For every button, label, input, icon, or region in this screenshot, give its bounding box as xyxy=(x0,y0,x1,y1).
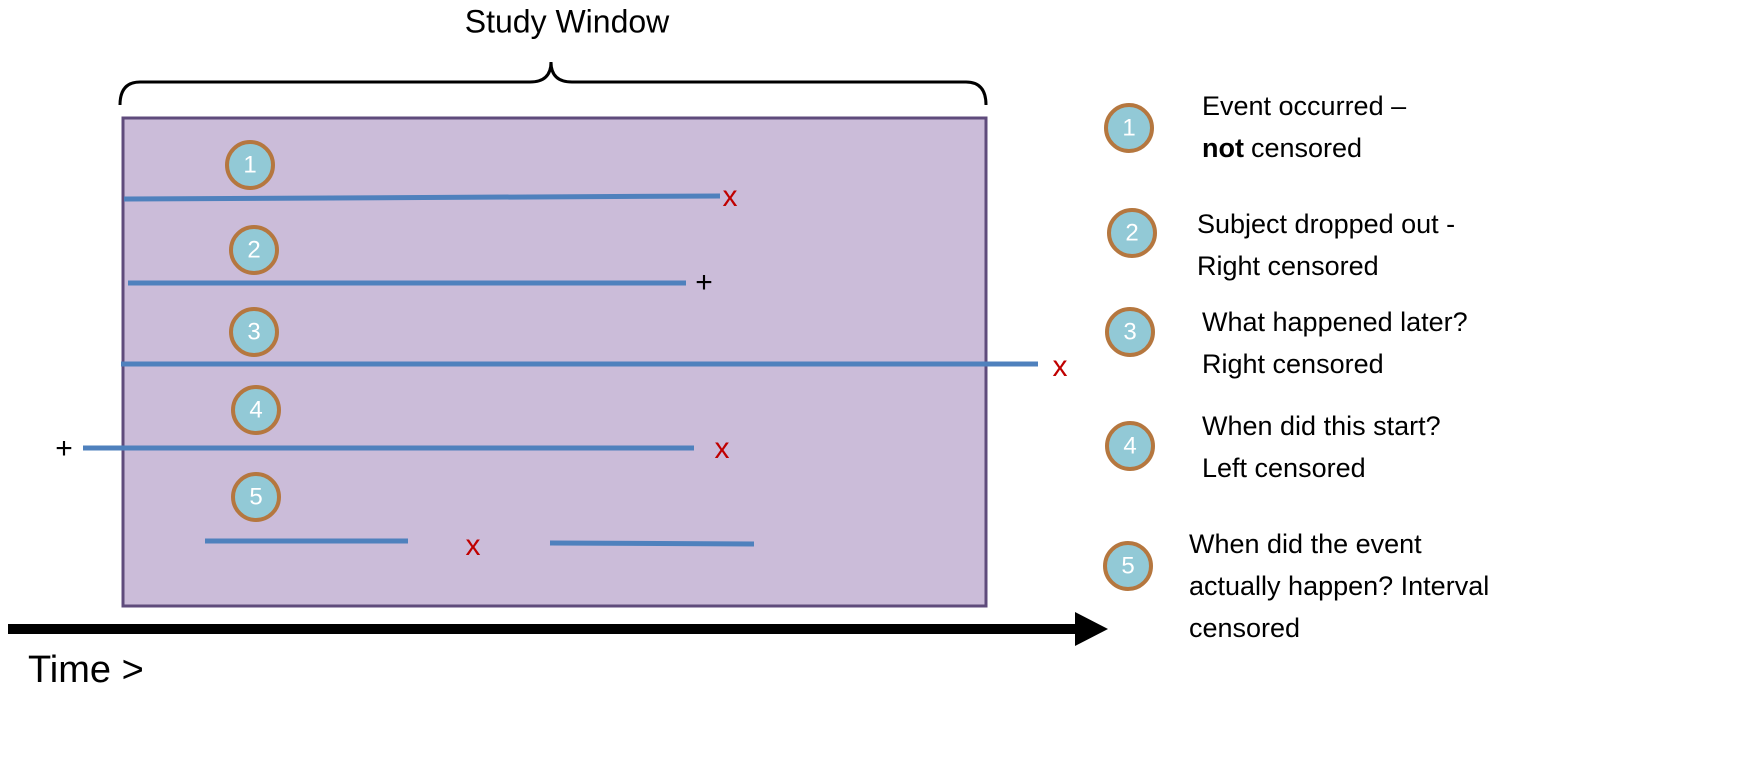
legend-run: Right censored xyxy=(1197,251,1379,281)
event-marker: x xyxy=(466,529,481,562)
event-marker: + xyxy=(55,432,73,465)
number-label: 4 xyxy=(1123,432,1136,459)
number-label: 1 xyxy=(1122,114,1135,141)
number-badge xyxy=(229,307,279,357)
legend-text: What happened later? xyxy=(1202,307,1468,337)
timeline-label: Time > xyxy=(28,649,144,691)
number-label: 5 xyxy=(1121,552,1134,579)
number-badge xyxy=(231,385,281,435)
number-label: 4 xyxy=(249,396,262,423)
event-marker: x xyxy=(1053,350,1068,383)
legend-run: Event occurred – xyxy=(1202,91,1406,121)
legend-run: What happened later? xyxy=(1202,307,1468,337)
legend-run: When did the event xyxy=(1189,529,1422,559)
legend-run: censored xyxy=(1251,133,1362,163)
number-badge xyxy=(1107,208,1157,258)
number-badge xyxy=(225,140,275,190)
legend-run: Left censored xyxy=(1202,453,1366,483)
legend-text: Right censored xyxy=(1202,349,1384,379)
legend-text: Right censored xyxy=(1197,251,1379,281)
number-label: 3 xyxy=(1123,318,1136,345)
legend-text: Left censored xyxy=(1202,453,1366,483)
legend-text: actually happen? Interval xyxy=(1189,571,1489,601)
number-badge xyxy=(1103,541,1153,591)
legend-text: not censored xyxy=(1202,133,1362,163)
number-label: 2 xyxy=(1125,219,1138,246)
event-marker: + xyxy=(695,266,713,299)
legend-run: censored xyxy=(1189,613,1300,643)
timeline-segment xyxy=(123,193,721,202)
legend-text: When did the event xyxy=(1189,529,1422,559)
number-label: 5 xyxy=(249,483,262,510)
number-label: 1 xyxy=(243,151,256,178)
title: Study Window xyxy=(465,3,670,39)
event-marker: x xyxy=(723,180,738,213)
legend-run: not xyxy=(1202,133,1244,163)
time-arrow-head xyxy=(1075,612,1108,646)
number-badge xyxy=(231,472,281,522)
number-label: 3 xyxy=(247,318,260,345)
event-marker: x xyxy=(715,432,730,465)
legend-run: Right censored xyxy=(1202,349,1384,379)
number-badge xyxy=(1104,103,1154,153)
number-label: 2 xyxy=(247,236,260,263)
number-badge xyxy=(229,225,279,275)
legend-run: Subject dropped out - xyxy=(1197,209,1455,239)
legend-text: Subject dropped out - xyxy=(1197,209,1455,239)
subjects: 1 x 2 +3 x 4 + x 5 x xyxy=(55,140,1068,562)
legend-run: actually happen? Interval xyxy=(1189,571,1489,601)
legend-run: When did this start? xyxy=(1202,411,1441,441)
number-badge xyxy=(1105,421,1155,471)
study-window-brace xyxy=(118,61,988,106)
legend-text: censored xyxy=(1189,613,1300,643)
legend-text: Event occurred – xyxy=(1202,91,1406,121)
number-badge xyxy=(1105,307,1155,357)
legend-text: When did this start? xyxy=(1202,411,1441,441)
timeline-segment xyxy=(549,540,755,547)
